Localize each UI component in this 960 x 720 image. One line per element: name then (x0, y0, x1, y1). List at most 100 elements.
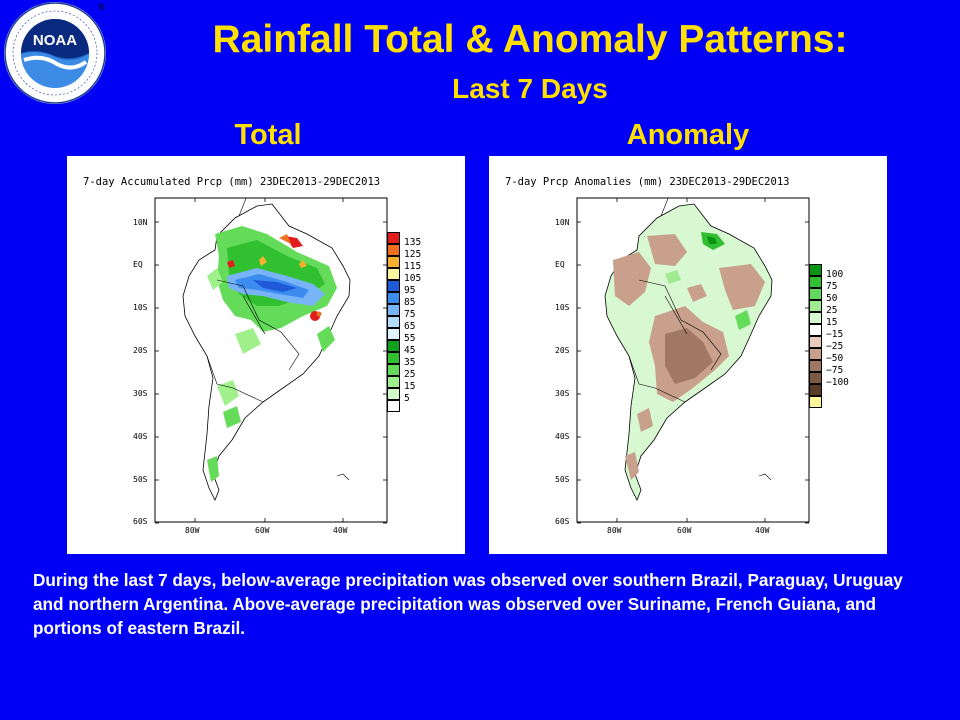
legend-swatch (387, 400, 400, 412)
legend-value: 115 (404, 261, 422, 272)
lat-tick-label: 20S (133, 346, 148, 355)
legend-entry: 100 (809, 264, 879, 280)
anomaly-panel-label: Anomaly (626, 119, 750, 151)
total-map-title: 7-day Accumulated Prcp (mm) 23DEC2013-29… (83, 176, 381, 188)
lat-tick-label: 60S (555, 517, 570, 526)
legend-entry: 105 (387, 268, 457, 284)
legend-entry: 85 (387, 292, 457, 308)
lon-tick-label: 80W (185, 526, 200, 535)
legend-swatch (809, 372, 822, 384)
legend-value: 100 (826, 269, 844, 280)
legend-entry: 50 (809, 288, 879, 304)
legend-value: 25 (826, 305, 838, 316)
summary-caption: During the last 7 days, below-average pr… (33, 570, 903, 638)
legend-swatch (387, 232, 400, 244)
legend-entry: 75 (387, 304, 457, 320)
legend-swatch (809, 336, 822, 348)
legend-entry: 15 (387, 376, 457, 392)
legend-swatch (387, 388, 400, 400)
lon-tick-label: 60W (677, 526, 692, 535)
legend-swatch (387, 292, 400, 304)
legend-entry: 65 (387, 316, 457, 332)
svg-text:NOAA: NOAA (33, 32, 77, 49)
legend-value: −100 (826, 377, 849, 388)
legend-swatch (387, 340, 400, 352)
legend-value: 75 (404, 309, 416, 320)
legend-swatch (809, 300, 822, 312)
legend-value: 65 (404, 321, 416, 332)
legend-swatch (387, 244, 400, 256)
legend-entry: 45 (387, 340, 457, 356)
anomaly-precip-map: 7-day Prcp Anomalies (mm) 23DEC2013-29DE… (489, 156, 887, 554)
lat-tick-label: EQ (133, 260, 143, 269)
total-map-graphic (154, 197, 388, 524)
lat-tick-label: EQ (555, 260, 565, 269)
legend-entry: −75 (809, 360, 879, 376)
legend-value: 105 (404, 273, 422, 284)
lat-tick-label: 10N (133, 218, 148, 227)
lat-tick-label: 10N (555, 218, 570, 227)
legend-swatch (387, 256, 400, 268)
legend-entry: 125 (387, 244, 457, 260)
svg-text:®: ® (98, 2, 105, 12)
page-title: Rainfall Total & Anomaly Patterns: (212, 18, 848, 61)
legend-entry: 25 (387, 364, 457, 380)
legend-value: 45 (404, 345, 416, 356)
lat-tick-label: 20S (555, 346, 570, 355)
legend-swatch (809, 384, 822, 396)
lat-tick-label: 30S (555, 389, 570, 398)
legend-swatch (387, 364, 400, 376)
legend-swatch (387, 376, 400, 388)
legend-value: −75 (826, 365, 844, 376)
total-panel-label: Total (234, 119, 302, 151)
legend-swatch (387, 280, 400, 292)
legend-entry: 115 (387, 256, 457, 272)
legend-swatch (809, 324, 822, 336)
legend-value: −25 (826, 341, 844, 352)
legend-entry (809, 384, 879, 396)
legend-entry: 5 (387, 388, 457, 404)
legend-value: 5 (404, 393, 410, 404)
total-precip-map: 7-day Accumulated Prcp (mm) 23DEC2013-29… (67, 156, 465, 554)
legend-entry (809, 396, 879, 408)
legend-entry: 25 (809, 300, 879, 316)
legend-swatch (809, 396, 822, 408)
legend-value: 75 (826, 281, 838, 292)
legend-swatch (387, 316, 400, 328)
legend-entry: 75 (809, 276, 879, 292)
legend-swatch (387, 268, 400, 280)
legend-entry: 15 (809, 312, 879, 328)
lat-tick-label: 40S (555, 432, 570, 441)
page-subtitle: Last 7 Days (452, 73, 608, 104)
legend-value: 15 (404, 381, 416, 392)
legend-swatch (809, 288, 822, 300)
noaa-logo: NOAA ® (4, 2, 106, 104)
legend-swatch (387, 352, 400, 364)
legend-swatch (809, 276, 822, 288)
lat-tick-label: 40S (133, 432, 148, 441)
legend-value: 125 (404, 249, 422, 260)
legend-entry: −15 (809, 324, 879, 340)
legend-entry: 35 (387, 352, 457, 368)
legend-value: −15 (826, 329, 844, 340)
legend-value: 35 (404, 357, 416, 368)
lat-tick-label: 50S (555, 475, 570, 484)
lon-tick-label: 60W (255, 526, 270, 535)
legend-value: 95 (404, 285, 416, 296)
legend-value: 85 (404, 297, 416, 308)
lat-tick-label: 30S (133, 389, 148, 398)
legend-value: 50 (826, 293, 838, 304)
legend-entry: −100 (809, 372, 879, 388)
anomaly-map-graphic (576, 197, 810, 524)
legend-value: 25 (404, 369, 416, 380)
lat-tick-label: 10S (133, 303, 148, 312)
legend-entry: 55 (387, 328, 457, 344)
legend-value: 15 (826, 317, 838, 328)
lat-tick-label: 60S (133, 517, 148, 526)
legend-swatch (809, 360, 822, 372)
lon-tick-label: 80W (607, 526, 622, 535)
lat-tick-label: 50S (133, 475, 148, 484)
legend-entry: 95 (387, 280, 457, 296)
legend-value: −50 (826, 353, 844, 364)
legend-entry: −25 (809, 336, 879, 352)
